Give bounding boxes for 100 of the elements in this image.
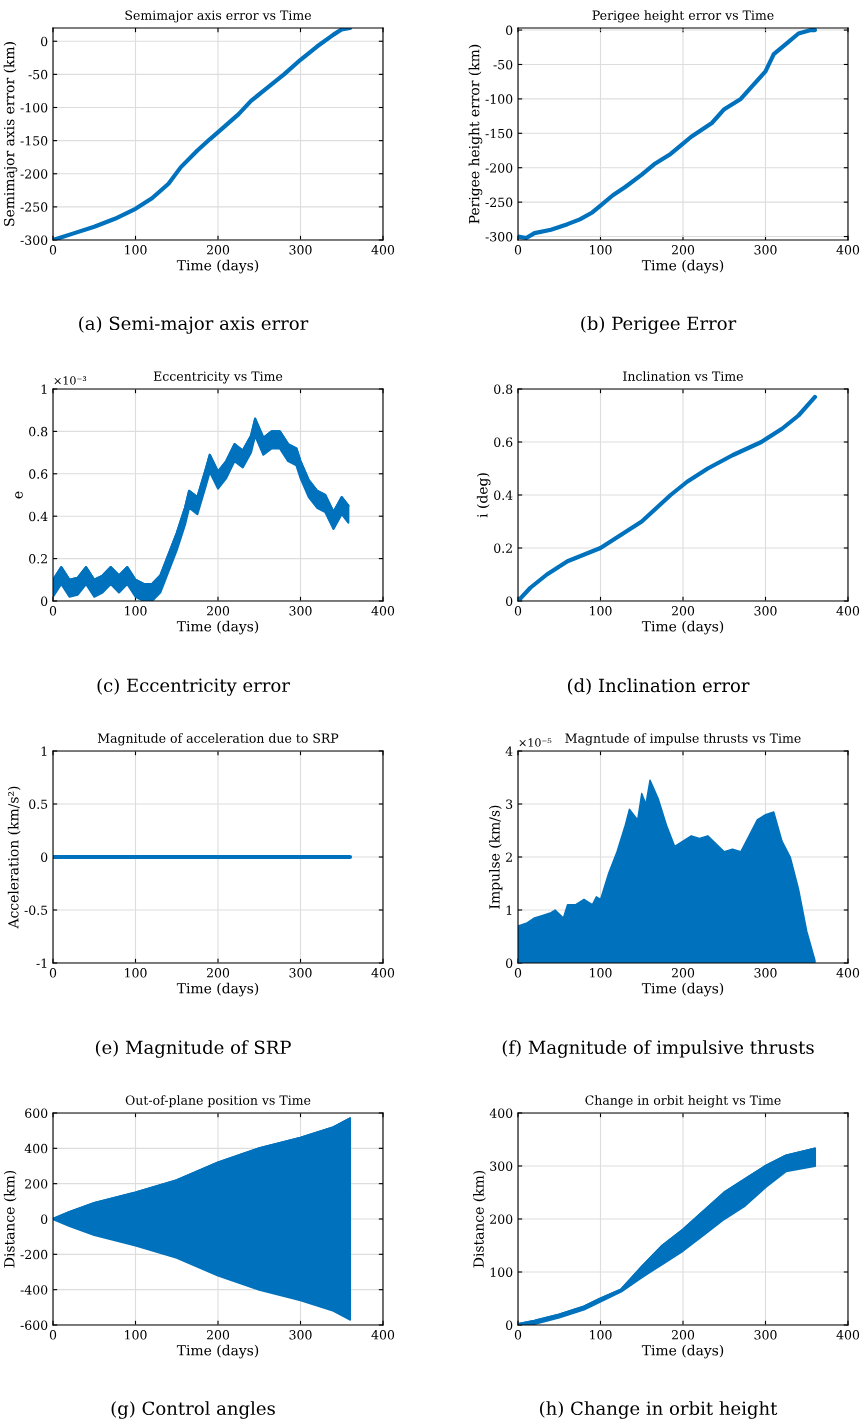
y-tick-label: 0.6: [494, 437, 513, 447]
y-axis-title: Perigee height error (km): [468, 44, 483, 224]
x-axis-title: Time (days): [176, 620, 259, 635]
y-tick-label: -200: [485, 163, 513, 173]
x-tick-label: 400: [371, 245, 395, 255]
y-tick-label: 0.8: [29, 426, 48, 437]
text: ×10⁻³: [54, 376, 87, 385]
x-tick-label: 400: [371, 1330, 395, 1340]
y-tick-label: 400: [24, 1143, 48, 1154]
y-tick-label: -250: [485, 197, 513, 208]
x-tick-label: 0: [514, 245, 522, 255]
y-tick-label: -400: [20, 1285, 48, 1295]
chart-title: Out-of-plane position vs Time: [125, 1095, 311, 1108]
x-tick-label: 100: [590, 968, 612, 978]
x-tick-label: 0: [514, 606, 522, 616]
text: (b) Perigee Error: [581, 316, 737, 334]
y-tick-label: 3: [506, 799, 513, 809]
y-tick-label: 0.4: [494, 490, 513, 500]
y-tick-label: 0: [41, 596, 48, 606]
x-tick-label: 200: [206, 606, 230, 616]
y-tick-label: -50: [493, 59, 513, 70]
text: (d) Inclination error: [567, 678, 750, 695]
chart-title: Inclination vs Time: [623, 371, 743, 381]
x-tick-label: 0: [49, 245, 57, 255]
y-tick-label: 1: [506, 905, 512, 915]
text: (g) Control angles: [111, 1401, 275, 1419]
y-tick-label: -150: [485, 128, 513, 139]
y-tick-label: 4: [505, 746, 513, 756]
y-tick-label: 2: [506, 852, 512, 862]
y-tick-label: 0.5: [29, 799, 48, 809]
y-tick-label: 0: [506, 596, 513, 606]
x-axis-title: Time (days): [641, 620, 724, 635]
x-tick-label: 300: [754, 968, 777, 978]
y-tick-label: 0.6: [29, 469, 48, 479]
y-axis-title: Distance (km): [473, 1170, 486, 1268]
y-axis-title: e: [15, 491, 23, 499]
chart-title: Magnitude of acceleration due to SRP: [97, 733, 339, 746]
y-tick-label: 400: [489, 1108, 513, 1118]
x-tick-label: 0: [514, 968, 522, 978]
x-tick-label: 100: [125, 968, 147, 978]
x-tick-label: 200: [206, 1330, 230, 1340]
x-tick-label: 400: [836, 1330, 860, 1340]
x-tick-label: 0: [49, 968, 57, 978]
y-axis-title: i (deg): [476, 473, 491, 518]
text: ×10⁻⁵: [519, 738, 552, 747]
y-tick-label: -100: [20, 102, 48, 113]
x-tick-label: 100: [125, 245, 147, 255]
x-tick-label: 200: [671, 1330, 695, 1340]
y-axis-title: Distance (km): [3, 1170, 17, 1268]
x-tick-label: 200: [671, 245, 695, 255]
y-tick-label: -1: [36, 958, 47, 968]
y-tick-label: 0: [506, 1320, 513, 1330]
y-tick-label: 0: [506, 25, 513, 35]
y-tick-label: -50: [28, 69, 48, 80]
x-tick-label: 100: [590, 1330, 612, 1340]
x-tick-label: 400: [836, 968, 860, 978]
y-tick-label: -250: [20, 202, 48, 212]
x-tick-label: 300: [289, 968, 312, 978]
text: (f) Magnitude of impulsive thrusts: [502, 1040, 814, 1058]
x-tick-label: 0: [514, 1330, 522, 1340]
y-tick-label: -600: [20, 1320, 48, 1330]
y-axis-title: Acceleration (km/s²): [7, 786, 21, 929]
chart-title: Eccentricity vs Time: [153, 371, 283, 384]
x-tick-label: 200: [671, 606, 695, 616]
x-tick-label: 300: [754, 1330, 777, 1340]
x-tick-label: 300: [754, 245, 777, 255]
chart-title: Perigee height error vs Time: [592, 10, 774, 23]
y-tick-label: 200: [25, 1179, 48, 1189]
y-tick-label: -100: [485, 94, 513, 104]
y-tick-label: -0.5: [24, 905, 48, 915]
y-tick-label: 0.8: [494, 384, 513, 394]
y-tick-label: 0: [506, 958, 513, 968]
y-tick-label: 0.2: [494, 543, 512, 553]
x-tick-label: 200: [671, 968, 695, 978]
text: (a) Semi-major axis error: [79, 316, 309, 334]
text: (e) Magnitude of SRP: [95, 1040, 291, 1058]
x-axis-title: Time (days): [641, 982, 724, 997]
y-tick-label: -150: [20, 136, 48, 146]
x-tick-label: 400: [836, 606, 860, 616]
y-tick-label: -200: [20, 1249, 48, 1260]
x-tick-label: 200: [206, 968, 230, 978]
x-tick-label: 300: [289, 1330, 312, 1340]
y-tick-label: 0.2: [29, 554, 47, 564]
x-tick-label: 100: [125, 606, 147, 616]
text: (h) Change in orbit height: [540, 1401, 778, 1419]
x-axis-title: Time (days): [176, 1344, 259, 1359]
y-tick-label: 0.4: [29, 511, 48, 522]
text: (c) Eccentricity error: [97, 678, 290, 696]
x-tick-label: 100: [590, 245, 612, 255]
line-series: [518, 394, 818, 601]
x-axis-title: Time (days): [176, 982, 259, 997]
x-tick-label: 300: [754, 606, 777, 616]
y-tick-label: 300: [490, 1161, 513, 1171]
x-tick-label: 400: [371, 606, 395, 616]
y-tick-label: 0: [41, 852, 48, 862]
x-tick-label: 0: [49, 606, 57, 616]
chart-title: Magntude of impulse thrusts vs Time: [565, 733, 801, 746]
x-tick-label: 0: [49, 1330, 57, 1340]
y-tick-label: 0: [41, 1214, 48, 1224]
x-tick-label: 300: [289, 606, 312, 616]
